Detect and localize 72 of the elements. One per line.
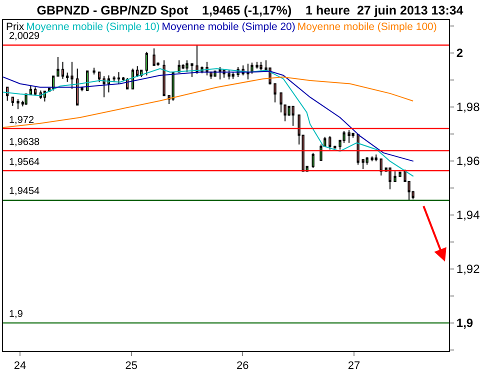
text: Moyenne mobile (Simple 100) — [297, 21, 437, 33]
candlestick — [394, 170, 396, 182]
x-tick-label: 26 — [236, 360, 249, 370]
candlestick — [6, 86, 9, 102]
candlestick — [210, 72, 212, 80]
ref-line-label: 1,9454 — [9, 186, 40, 197]
text: Prix — [6, 21, 24, 33]
line-series — [3, 68, 414, 177]
candlestick — [162, 60, 166, 96]
candlestick — [348, 130, 350, 144]
x-tick-label: 25 — [125, 360, 138, 370]
ref-line-label: 1,972 — [9, 115, 34, 126]
candlestick — [11, 96, 14, 106]
candlestick — [388, 167, 392, 190]
candlestick — [16, 98, 20, 110]
candlestick — [228, 70, 230, 80]
candlestick — [145, 51, 148, 76]
y-tick-label: 2 — [456, 46, 464, 60]
candlestick — [70, 61, 74, 90]
candlestick — [182, 64, 184, 70]
candlestick — [29, 85, 32, 94]
candlestick — [232, 72, 234, 80]
ref-line-label: 2,0029 — [9, 31, 40, 42]
y-tick-label: 1,92 — [456, 262, 480, 276]
y-tick-label: 1,9 — [456, 316, 474, 330]
candlestick — [92, 67, 96, 76]
ref-line-label: 1,9 — [9, 309, 24, 320]
candlestick — [56, 56, 60, 77]
candlestick — [284, 104, 286, 122]
x-tick-label: 27 — [348, 360, 360, 370]
candlestick — [280, 92, 282, 113]
line-series — [3, 76, 414, 128]
text: Moyenne mobile (Simple 10) — [26, 21, 160, 33]
candlestick — [312, 152, 314, 168]
candlestick — [107, 74, 110, 93]
candlestick — [66, 72, 69, 82]
candlestick — [98, 72, 101, 83]
candlestick — [102, 76, 106, 98]
ref-line-label: 1,9564 — [9, 157, 40, 168]
candlestick — [250, 62, 254, 74]
candlestick — [186, 60, 188, 73]
y-tick-label: 1,96 — [456, 154, 480, 168]
candlestick — [76, 68, 79, 106]
candlestick — [61, 61, 64, 80]
candlestick — [374, 154, 378, 162]
candlestick — [274, 83, 276, 103]
candlestick — [398, 172, 402, 178]
candlestick — [178, 60, 180, 73]
candlestick — [190, 62, 194, 78]
ref-line-label: 1,9638 — [9, 137, 40, 148]
candlestick — [328, 136, 332, 150]
candlestick — [152, 48, 156, 66]
candlestick — [256, 61, 258, 70]
candlestick — [136, 66, 139, 78]
candlestick — [260, 61, 262, 71]
candlestick — [218, 66, 222, 80]
y-tick-label: 1,98 — [456, 100, 480, 114]
candlestick — [370, 156, 374, 162]
candlestick — [196, 44, 198, 74]
candlestick — [24, 93, 28, 106]
y-tick-label: 1,94 — [456, 208, 480, 222]
candlestick — [246, 63, 250, 80]
candlestick — [366, 156, 368, 166]
candlestick — [380, 158, 382, 176]
text: Moyenne mobile (Simple 20) — [162, 21, 296, 33]
candlestick — [117, 72, 120, 84]
candlestick — [112, 76, 116, 83]
candlestick — [34, 86, 37, 96]
chart-title: GBPNZD - GBP/NZD Spot 1,9465 (-1,17%) 1 heure 27 juin 2013 13:34 — [36, 3, 464, 18]
candlestick — [362, 159, 364, 170]
candlestick — [292, 106, 294, 126]
x-tick-label: 24 — [14, 360, 26, 370]
